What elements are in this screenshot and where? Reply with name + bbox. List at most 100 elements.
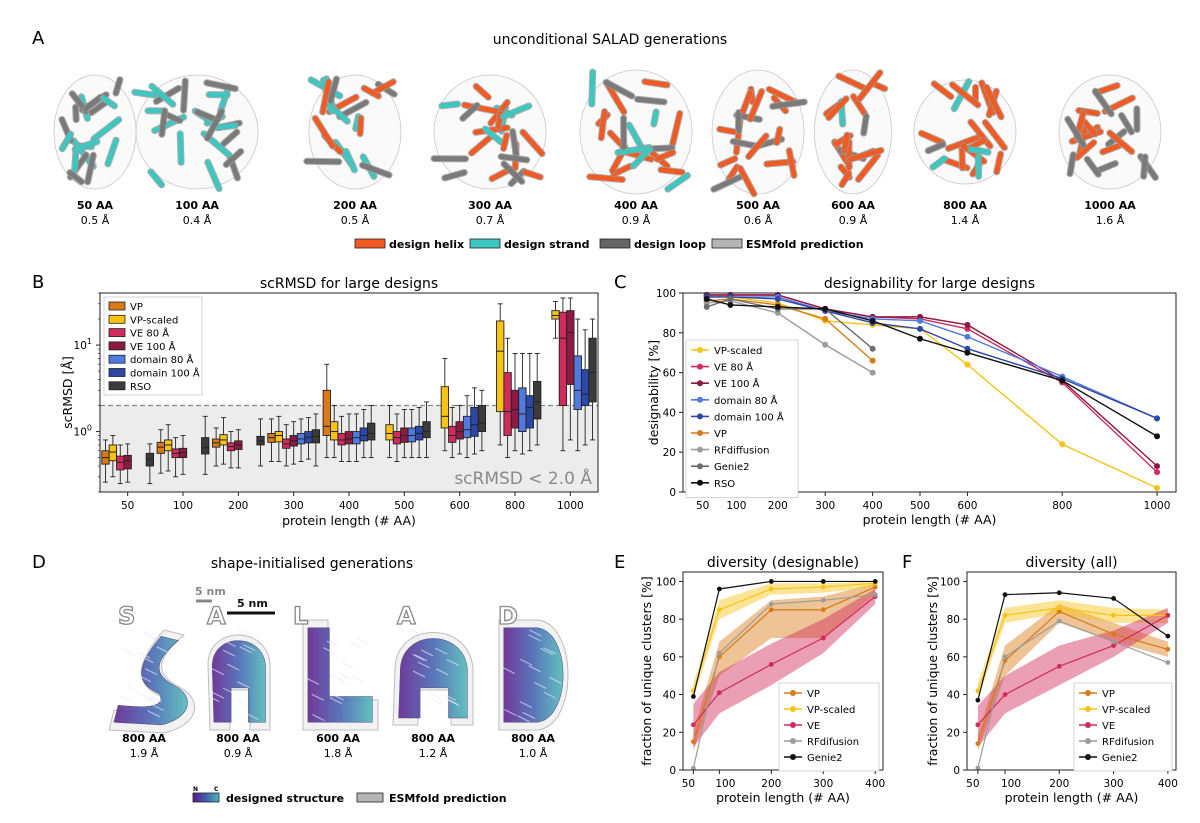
legend-label-genie2: Genie2 [714,462,750,473]
legend-label-esmfold-prediction: ESMfold prediction [746,238,864,251]
design-element [500,103,532,120]
plot-frame [99,292,599,493]
box-ve-100-1000 [566,310,575,385]
legend-marker-vp-scaled [790,706,796,712]
legend-label-vp-scaled: VP-scaled [130,315,178,326]
point-rso-1000 [1154,433,1161,440]
design-element [839,170,852,188]
design-element [149,83,176,107]
shape-structure-1 [108,629,196,734]
helix-highlight [226,663,240,671]
design-element [1093,83,1120,96]
structure-rmsd-label: 1.6 Å [1096,214,1125,227]
box-vp-scaled-400 [330,421,339,441]
point-domain-80-600 [964,333,971,340]
helix-highlight [147,710,161,718]
helix-highlight [312,714,325,722]
legend-label-vp: VP [807,689,820,700]
shape-length-label: 800 AA [216,732,260,745]
helix-highlight [211,691,225,699]
legend-label-vp: VP [714,429,727,440]
helix-highlight [137,651,151,659]
legend-swatch-rso [108,381,126,391]
structure-rmsd-label: 0.4 Å [183,214,212,227]
x-tick-label: 50 [682,778,695,790]
panel-a-label: A [32,28,45,49]
panel-e: E diversity (designable) 50 100 200 300 400 0 2… [614,552,885,805]
design-element [1074,140,1097,161]
box-domain-100-800 [525,395,534,429]
legend-swatch-esmfold-prediction [711,238,743,249]
legend-label-ve-80: VE 80 Å [130,327,169,340]
helix-highlight [446,658,460,666]
x-tick-label: 1000 [557,500,584,512]
y-tick-label: 101 [74,337,92,352]
panel-d-label: D [32,552,46,573]
design-element [343,149,357,173]
panel-c: C designability for large designs 50 100 20… [614,272,1177,527]
point-vp-400 [1165,646,1171,652]
point-ve-100-1000 [1154,463,1161,470]
design-element [841,132,850,154]
helix-highlight [434,647,448,655]
design-element [359,162,392,178]
y-tick-label: 40 [947,690,960,702]
helix-highlight [143,632,156,640]
structure-1000-aa [1058,74,1162,190]
design-element [482,126,504,145]
designed-structure-body [211,640,266,723]
helix-highlight [222,649,236,657]
helix-highlight [326,640,340,648]
box-ve-80-400 [337,433,346,446]
structure-rmsd-label: 0.6 Å [744,214,773,227]
y-tick-label: 80 [947,614,960,626]
point-domain-100-1000 [1154,415,1161,422]
design-element [770,99,807,109]
legend-swatch-vp-scaled [108,314,126,324]
x-axis-title: protein length (# AA) [716,790,850,805]
point-ve-50 [690,722,696,728]
box-rso-50 [145,452,155,467]
x-tick-label: 300 [813,778,833,790]
legend-label-ve: VE [807,721,820,732]
x-tick-label: 50 [121,500,134,512]
scale-bar-small-label: 5 nm [195,585,226,598]
box-vp-scaled-600 [440,386,450,429]
y-tick-label: 80 [663,328,676,340]
point-rfdifusion-50 [690,765,696,771]
helix-highlight [502,667,516,675]
legend-marker-genie2 [790,754,796,760]
point-rso-200 [774,303,781,310]
y-axis-title: fraction of unique clusters [%] [925,576,940,765]
band-vp [693,583,876,752]
design-element [105,137,119,167]
shape-letter-2: A [207,602,226,630]
legend-marker-ve-100 [697,380,703,387]
esmfold-swatch [356,792,384,803]
point-vp-scaled-300 [1111,612,1116,618]
design-element [603,79,635,99]
design-element [181,78,188,113]
plot-frame [966,571,1177,771]
x-tick-label: 400 [865,778,885,790]
y-tick-label: 20 [663,447,676,459]
design-element [968,146,991,155]
design-element [85,152,96,185]
design-element [1067,152,1076,177]
y-tick-label: 40 [663,407,676,419]
design-element [711,174,743,192]
design-element [665,173,690,192]
helix-highlight [340,661,354,669]
y-tick-label: 100 [656,288,676,300]
point-ve-100 [1002,692,1008,697]
structure-length-label: 600 AA [831,199,875,212]
point-genie2-100 [727,295,734,302]
x-tick-label: 400 [339,500,359,512]
point-genie2-200 [768,579,774,584]
shape-structure-2 [206,627,271,731]
diversity-designable-chart: diversity (designable) 50 100 200 300 400 0 20 4… [639,555,885,805]
y-tick-label: 60 [947,652,960,664]
point-ve-50 [975,722,981,728]
design-element [658,167,685,175]
y-tick-label: 80 [663,614,676,626]
